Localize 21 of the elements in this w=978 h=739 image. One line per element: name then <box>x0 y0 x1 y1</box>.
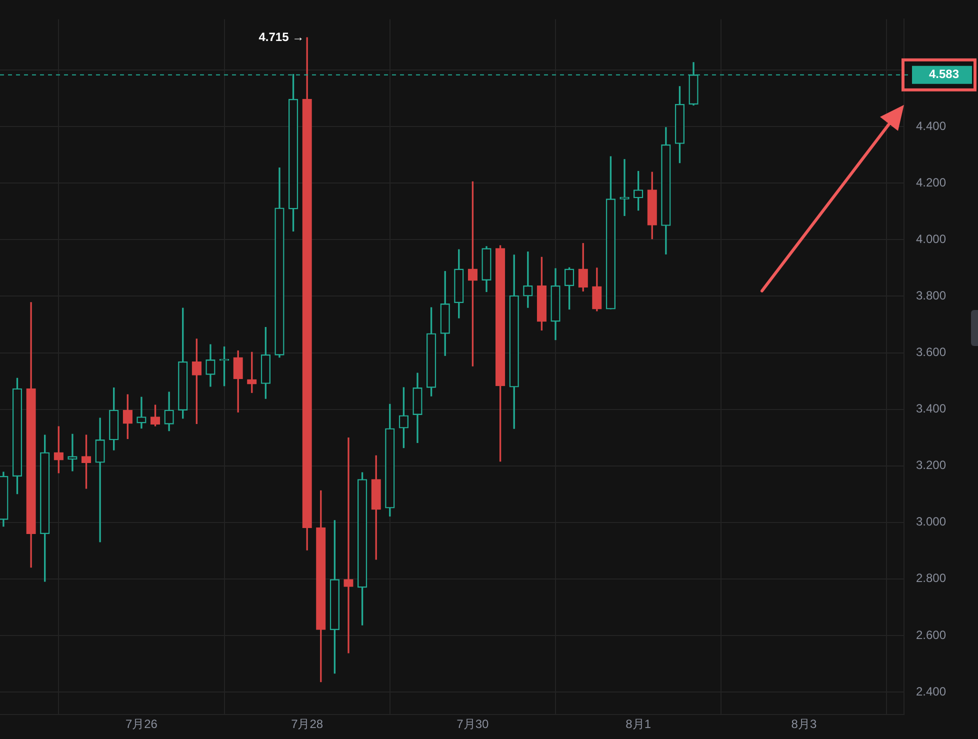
candlestick <box>95 418 105 542</box>
x-tick-label: 8月3 <box>791 717 817 732</box>
y-tick-label: 3.800 <box>916 288 946 303</box>
candlestick <box>344 438 354 654</box>
y-tick-label: 2.800 <box>916 571 946 586</box>
y-tick-label: 3.400 <box>916 402 946 416</box>
y-tick-label: 3.600 <box>916 345 946 360</box>
y-tick-label: 3.200 <box>916 458 946 472</box>
y-tick-label: 4.200 <box>916 175 946 190</box>
annotation: 4.715 → <box>258 30 304 44</box>
y-tick-label: 3.000 <box>916 514 946 529</box>
y-tick-label: 2.600 <box>916 628 946 642</box>
candlestick <box>136 396 146 429</box>
y-tick-label: 4.000 <box>916 232 946 246</box>
ref-line-label: 4.583 <box>928 67 960 82</box>
x-tick-label: 7月30 <box>456 717 490 732</box>
y-tick-label: 4.400 <box>916 118 946 133</box>
x-tick-label: 8月1 <box>626 717 652 732</box>
x-tick-label: 7月28 <box>291 717 324 732</box>
x-tick-label: 7月26 <box>125 717 158 732</box>
y-tick-label: 2.400 <box>916 684 946 698</box>
